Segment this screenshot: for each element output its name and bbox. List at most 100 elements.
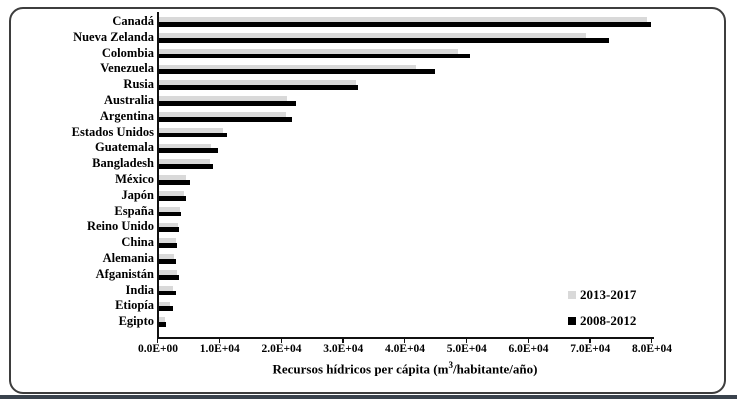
category-label: Argentina — [99, 108, 154, 123]
bar-group — [159, 61, 653, 77]
bar-group — [159, 188, 653, 204]
legend: 2013-2017 2008-2012 — [568, 282, 636, 334]
bar-2013-2017 — [159, 285, 174, 291]
bar-group — [159, 77, 653, 93]
bar-2013-2017 — [159, 222, 179, 228]
bar-2013-2017 — [159, 17, 647, 22]
bar-2008-2012 — [159, 85, 358, 90]
x-axis-title-sup: 3 — [448, 360, 453, 370]
bar-group — [159, 140, 653, 156]
x-axis-tick — [589, 338, 591, 343]
legend-swatch-icon — [568, 291, 576, 299]
category-label: Reino Unido — [86, 219, 154, 234]
category-label: Guatemala — [94, 140, 154, 155]
bar-2008-2012 — [159, 274, 179, 280]
bar-2013-2017 — [159, 96, 287, 101]
category-label: Colombia — [101, 45, 154, 60]
legend-label: 2008-2012 — [580, 313, 637, 328]
bar-group — [159, 267, 653, 283]
bar-2013-2017 — [159, 254, 175, 259]
category-label: India — [125, 282, 155, 297]
category-label: Venezuela — [100, 61, 154, 76]
x-axis-tick-label: 7.0E+04 — [570, 343, 611, 355]
bar-group — [159, 219, 653, 235]
bar-2013-2017 — [159, 175, 187, 180]
category-label: Rusia — [123, 77, 154, 92]
x-axis-tick — [342, 338, 344, 343]
category-label: Etiopía — [115, 298, 154, 313]
x-axis-line — [157, 337, 654, 339]
category-label: Bangladesh — [92, 156, 154, 171]
legend-label: 2013-2017 — [580, 287, 637, 302]
bar-group — [159, 172, 653, 188]
category-labels: Canadá Nueva Zelanda Colombia Venezuela Rusi… — [8, 14, 154, 330]
bar-2013-2017 — [159, 32, 586, 38]
legend-swatch-icon — [568, 317, 576, 325]
bar-2013-2017 — [159, 64, 416, 70]
category-label: Canadá — [112, 14, 154, 28]
category-label: China — [121, 235, 154, 250]
bar-2013-2017 — [159, 111, 287, 117]
x-axis-tick — [157, 338, 159, 343]
bar-group — [159, 46, 653, 62]
bar-2008-2012 — [159, 290, 176, 296]
x-axis-tick-label: 2.0E+04 — [261, 343, 302, 355]
bar-2008-2012 — [159, 132, 227, 138]
bar-2008-2012 — [159, 179, 190, 185]
bar-group — [159, 93, 653, 109]
bar-group — [159, 204, 653, 220]
bar-2013-2017 — [159, 48, 458, 54]
x-axis-title-text: Recursos hídricos per cápita (m — [272, 361, 449, 377]
bar-2008-2012 — [159, 306, 174, 312]
x-axis-title-suffix: /habitante/año) — [452, 361, 538, 377]
category-label: Australia — [104, 92, 154, 107]
bar-2008-2012 — [159, 195, 187, 201]
bar-2013-2017 — [159, 80, 356, 86]
bar-2008-2012 — [159, 37, 610, 43]
bar-2008-2012 — [159, 211, 182, 217]
bar-group — [159, 109, 653, 125]
category-label: México — [115, 171, 154, 186]
plot-area — [159, 14, 653, 330]
x-axis-tick — [527, 338, 529, 343]
bar-2013-2017 — [159, 190, 184, 196]
bar-group — [159, 14, 653, 30]
bar-group — [159, 156, 653, 172]
bar-group — [159, 251, 653, 267]
bar-2013-2017 — [159, 269, 177, 275]
x-axis-tick-label: 8.0E+04 — [631, 343, 673, 355]
bar-2008-2012 — [159, 227, 180, 233]
x-axis-tick-label: 6.0E+04 — [508, 343, 549, 355]
bar-2008-2012 — [159, 148, 218, 154]
bar-2008-2012 — [159, 322, 166, 327]
bar-2008-2012 — [159, 69, 435, 75]
bar-2013-2017 — [159, 317, 166, 323]
bar-2008-2012 — [159, 116, 292, 122]
x-axis-tick — [404, 338, 406, 343]
bar-2008-2012 — [159, 53, 470, 59]
bar-group — [159, 314, 653, 330]
bar-2013-2017 — [159, 206, 180, 212]
x-axis-tick-label: 3.0E+04 — [323, 343, 364, 355]
bar-2013-2017 — [159, 159, 211, 165]
x-axis-tick-label: 4.0E+04 — [384, 343, 426, 355]
x-axis-tick-label: 0.0E+00 — [137, 343, 179, 355]
y-axis-line — [157, 12, 159, 338]
category-label: Alemania — [102, 250, 154, 265]
legend-item: 2008-2012 — [568, 308, 636, 334]
bar-2013-2017 — [159, 143, 211, 149]
category-label: Afganistán — [95, 266, 154, 281]
category-label: Egipto — [118, 314, 154, 329]
bottom-divider — [0, 395, 737, 399]
bar-2013-2017 — [159, 301, 171, 307]
bar-2008-2012 — [159, 258, 177, 264]
bar-group — [159, 125, 653, 141]
category-label: Nueva Zelanda — [73, 29, 154, 44]
bar-2008-2012 — [159, 100, 297, 106]
bar-group — [159, 235, 653, 251]
legend-item: 2013-2017 — [568, 282, 636, 308]
x-axis-title: Recursos hídricos per cápita (m3/habitan… — [158, 360, 652, 377]
bar-2013-2017 — [159, 238, 176, 244]
bar-2008-2012 — [159, 164, 213, 169]
bar-2013-2017 — [159, 127, 223, 133]
